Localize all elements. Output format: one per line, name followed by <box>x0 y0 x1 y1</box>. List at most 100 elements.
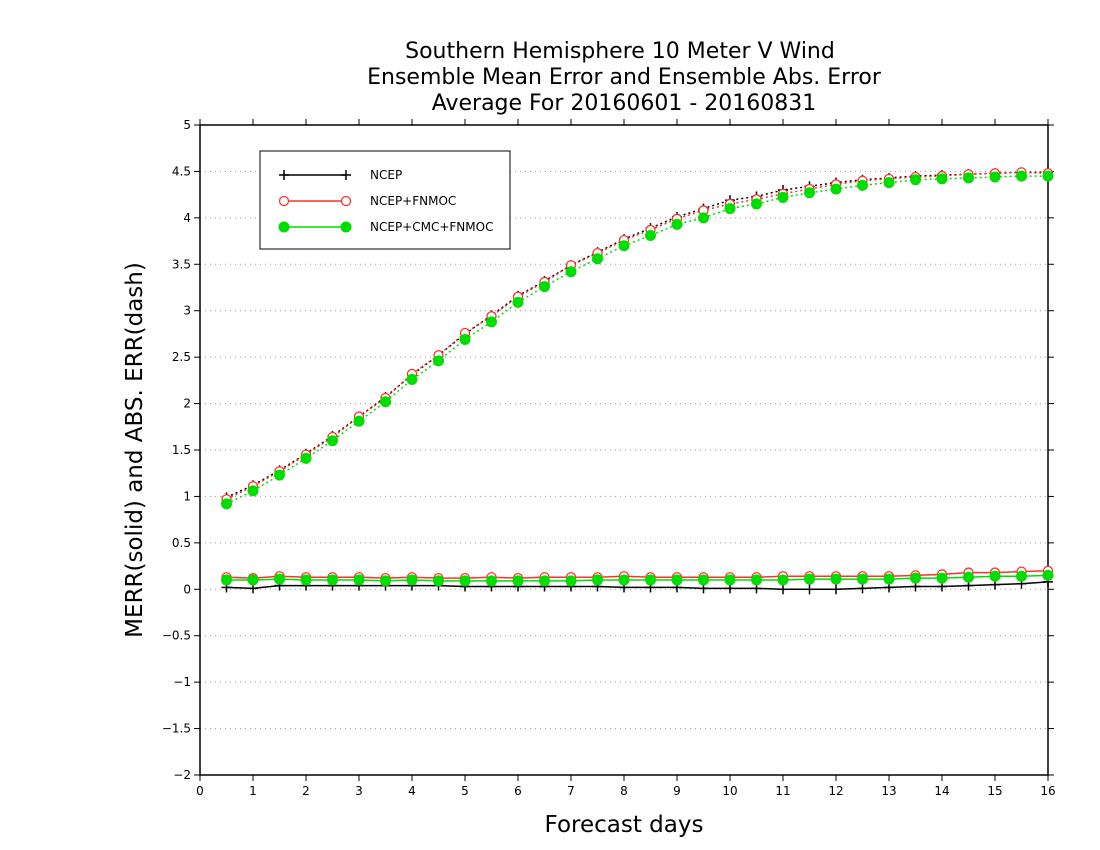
abs-err-point <box>512 296 524 308</box>
x-axis-label: Forecast days <box>545 812 704 838</box>
merr-point <box>910 572 921 584</box>
y-tick-label: 1.5 <box>172 443 191 457</box>
abs-err-point <box>724 203 736 215</box>
merr-point <box>565 575 577 587</box>
merr-point <box>698 574 709 586</box>
merr-point <box>989 570 1001 582</box>
merr-point <box>777 574 789 586</box>
x-tick-label: 3 <box>355 784 363 798</box>
merr-point <box>353 574 365 586</box>
abs-err-point <box>353 415 365 427</box>
merr-point <box>671 574 683 586</box>
abs-err-point <box>486 316 497 328</box>
x-tick-label: 9 <box>673 784 681 798</box>
legend: NCEP NCEP+FNMOC NCEP+CMC+FNMOC <box>259 150 511 250</box>
axes: −2−1.5−1−0.500.511.522.533.544.550 1 2 3 4 5 6… <box>162 118 1056 798</box>
merr-point <box>804 573 815 585</box>
merr-point <box>830 573 842 585</box>
merr-point <box>831 584 841 595</box>
abs-err-point <box>857 179 868 191</box>
abs-err-point <box>777 191 789 203</box>
x-tick-label: 10 <box>722 784 737 798</box>
merr-point <box>645 574 656 586</box>
abs-err-point <box>1016 170 1027 182</box>
x-tick-label: 16 <box>1040 784 1055 798</box>
abs-err-point <box>698 212 709 224</box>
grid <box>200 170 1048 730</box>
merr-point <box>936 572 948 584</box>
merr-point <box>539 575 550 587</box>
abs-err-point <box>883 177 895 189</box>
legend-label: NCEP+FNMOC <box>370 194 456 208</box>
abs-err-point <box>565 266 577 278</box>
legend-marker <box>340 195 352 207</box>
y-tick-label: 0 <box>183 582 191 596</box>
abs-err-point <box>433 355 444 367</box>
merr-point <box>724 574 736 586</box>
abs-err-point <box>406 373 418 385</box>
legend-item: NCEP+FNMOC <box>278 194 456 208</box>
y-tick-label: −0.5 <box>162 629 191 643</box>
y-tick-label: −1.5 <box>162 722 191 736</box>
x-tick-label: 8 <box>620 784 628 798</box>
abs-err-point <box>963 172 974 184</box>
x-tick-label: 14 <box>934 784 949 798</box>
merr-point <box>247 574 259 586</box>
merr-point <box>857 573 868 585</box>
y-tick-label: 4 <box>183 211 191 225</box>
abs-err-point <box>539 281 550 293</box>
legend-marker <box>278 195 290 207</box>
legend-box <box>259 150 511 250</box>
legend-marker <box>279 170 289 180</box>
y-tick-label: 4.5 <box>172 164 191 178</box>
y-tick-label: −2 <box>173 768 191 782</box>
title-line-1: Southern Hemisphere 10 Meter V Wind <box>405 39 835 64</box>
abs-err-point <box>936 173 948 185</box>
merr-point <box>486 575 497 587</box>
merr-point <box>327 574 338 586</box>
abs-err-point <box>459 334 471 345</box>
y-tick-label: 2 <box>183 397 191 411</box>
x-tick-label: 1 <box>249 784 257 798</box>
merr-point <box>804 584 815 595</box>
abs-err-point <box>1042 170 1054 182</box>
x-tick-label: 12 <box>828 784 843 798</box>
abs-err-point <box>247 485 259 497</box>
legend-marker <box>340 221 352 233</box>
merr-point <box>512 575 524 587</box>
y-tick-label: −1 <box>173 675 191 689</box>
y-tick-label: 2.5 <box>172 350 191 364</box>
abs-err-point <box>804 187 815 199</box>
abs-err-point <box>751 198 762 210</box>
legend-marker <box>278 221 290 233</box>
x-tick-label: 11 <box>775 784 790 798</box>
merr-point <box>751 574 762 586</box>
merr-point <box>857 583 868 594</box>
legend-label: NCEP <box>370 168 402 182</box>
merr-point <box>963 571 974 583</box>
y-tick-label: 3.5 <box>172 257 191 271</box>
merr-point <box>459 575 471 587</box>
y-tick-label: 0.5 <box>172 536 191 550</box>
merr-line <box>226 581 1049 591</box>
abs-err-point <box>221 498 232 510</box>
merr-point <box>1042 569 1054 581</box>
abs-err-point <box>671 218 683 230</box>
x-tick-label: 0 <box>196 784 204 798</box>
abs-err-point <box>300 452 312 464</box>
series-ncep-cmc-fnmoc <box>221 170 1054 587</box>
abs-err-point <box>910 174 921 186</box>
legend-marker <box>341 170 351 180</box>
title-line-2: Ensemble Mean Error and Ensemble Abs. Er… <box>367 65 882 90</box>
merr-point <box>618 574 630 586</box>
x-tick-label: 6 <box>514 784 522 798</box>
abs-err-point <box>618 240 630 252</box>
x-tick-label: 2 <box>302 784 310 798</box>
merr-point <box>883 573 895 585</box>
merr-point <box>592 574 603 586</box>
y-axis-label: MERR(solid) and ABS. ERR(dash) <box>122 262 148 638</box>
merr-point <box>380 575 391 587</box>
legend-item: NCEP+CMC+FNMOC <box>278 220 493 234</box>
x-tick-label: 7 <box>567 784 575 798</box>
